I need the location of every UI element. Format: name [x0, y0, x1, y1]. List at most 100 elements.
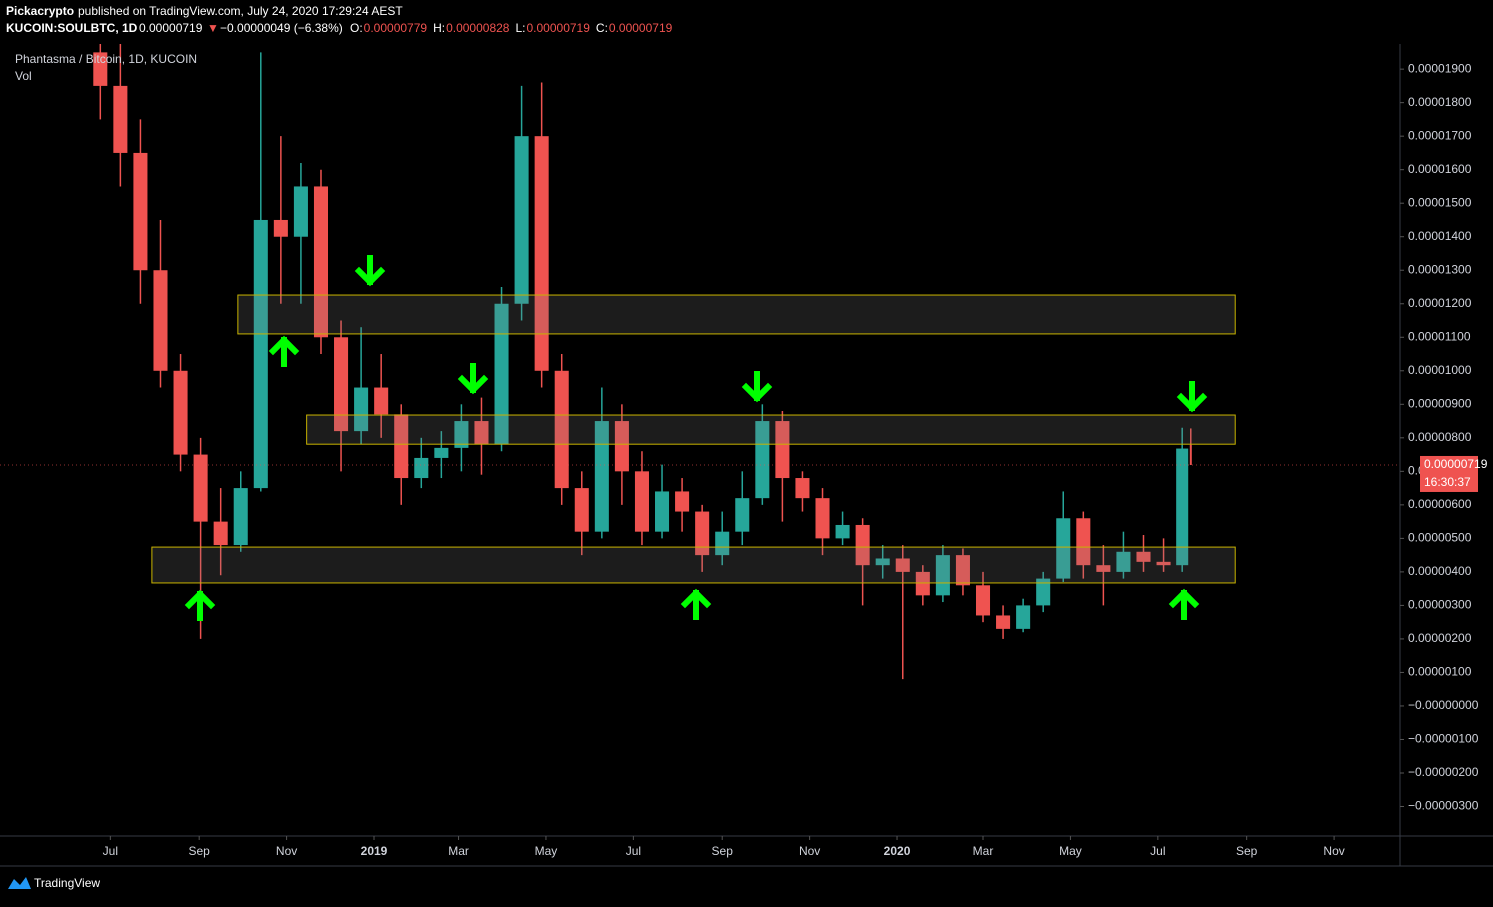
candle-body [935, 555, 950, 596]
candle-body [955, 555, 970, 586]
ohlc-value: 0.00000828 [446, 21, 510, 35]
candle-body [574, 488, 589, 532]
candle-body [414, 457, 429, 479]
y-tick-label: 0.00001600 [1408, 162, 1472, 176]
candle-body [494, 303, 509, 445]
candle-body [334, 337, 349, 432]
candle-body [614, 421, 629, 472]
x-tick-label: Mar [448, 844, 469, 858]
candle-body [855, 524, 870, 566]
x-tick-label: Nov [1323, 844, 1344, 858]
x-tick-label: Mar [973, 844, 994, 858]
symbol: KUCOIN:SOULBTC, 1D [6, 21, 138, 35]
y-tick-label: 0.00000900 [1408, 396, 1472, 410]
candle-body [594, 421, 609, 532]
candle-body [996, 615, 1011, 629]
candle-body [554, 370, 569, 489]
candle-body [313, 186, 329, 338]
price: 0.00000719 [139, 21, 203, 35]
chart-title: Phantasma / Bitcoin, 1D, KUCOIN [15, 52, 197, 66]
candle-body [875, 558, 890, 566]
candle-body [193, 454, 208, 522]
publisher: Pickacrypto [6, 4, 74, 18]
last-price: 0.00000719 [1424, 457, 1488, 471]
candle-body [1176, 448, 1189, 566]
ohlc-value: 0.00000719 [527, 21, 591, 35]
candle-body [795, 478, 810, 499]
y-tick-label: 0.00001400 [1408, 229, 1472, 243]
arrow-down [354, 255, 386, 287]
brand: TradingView [34, 876, 100, 890]
candle-body [394, 414, 409, 479]
y-tick-label: 0.00000400 [1408, 564, 1472, 578]
y-tick-label: 0.00001100 [1408, 329, 1471, 343]
candle-body [93, 52, 108, 86]
arrow-down [741, 371, 773, 403]
chart-subtitle: Vol [15, 69, 32, 83]
candle-body [1016, 605, 1031, 629]
candle-body [715, 531, 730, 556]
x-tick-label: Jul [626, 844, 641, 858]
ohlc-label: O: [350, 21, 363, 35]
arrow-up [184, 589, 216, 621]
candle-body [1096, 565, 1111, 572]
candle-body [1116, 551, 1131, 572]
candle-body [695, 511, 710, 556]
candle-body [113, 85, 128, 153]
y-tick-label: 0.00000100 [1408, 665, 1472, 679]
candle-body [1136, 551, 1151, 562]
candle-body [133, 152, 148, 271]
candle-body [975, 585, 991, 616]
published: published on TradingView.com, July 24, 2… [78, 4, 403, 18]
y-tick-label: 0.00001900 [1408, 61, 1472, 75]
y-tick-label: 0.00001000 [1408, 363, 1472, 377]
y-tick-label: −0.00000200 [1408, 765, 1479, 779]
candle-body [634, 471, 649, 532]
y-tick-label: −0.00000300 [1408, 799, 1479, 813]
y-tick-label: 0.00000800 [1408, 430, 1472, 444]
change: −0.00000049 (−6.38%) [220, 21, 343, 35]
plot [0, 44, 1400, 680]
candle-body [434, 447, 449, 458]
zone [151, 546, 1236, 584]
candle-body [374, 387, 389, 415]
candle-body [775, 421, 790, 479]
y-tick-label: −0.00000000 [1408, 698, 1479, 712]
candle-body [1156, 561, 1171, 566]
candle-body [1189, 444, 1192, 465]
y-tick-label: 0.00000300 [1408, 598, 1472, 612]
ohlc-label: H: [433, 21, 445, 35]
candle-body [675, 491, 690, 512]
candle-body [213, 521, 228, 546]
candle-body [474, 421, 489, 445]
candle-body [514, 136, 529, 304]
candle-body [1036, 578, 1051, 606]
zone [306, 414, 1236, 445]
logo [8, 877, 31, 889]
x-tick-label: Nov [799, 844, 820, 858]
candle-body [454, 421, 469, 448]
ohlc-label: L: [515, 21, 525, 35]
candle-body [735, 498, 750, 532]
ohlc-value: 0.00000719 [609, 21, 673, 35]
last-price-box [1420, 455, 1478, 492]
y-tick-label: 0.00001500 [1408, 195, 1472, 209]
arrow-up [680, 588, 712, 620]
x-tick-label: Sep [712, 844, 734, 858]
zone [237, 294, 1236, 335]
candle-body [534, 136, 549, 371]
y-tick-label: 0.00001300 [1408, 262, 1472, 276]
y-tick-label: 0.00000200 [1408, 631, 1472, 645]
candle-body [233, 488, 248, 546]
y-tick-label: 0.00001800 [1408, 95, 1472, 109]
x-tick-label: Jul [103, 844, 118, 858]
candle-body [755, 421, 770, 499]
countdown: 16:30:37 [1424, 475, 1471, 489]
candle-body [1076, 518, 1091, 566]
candle-body [153, 270, 168, 371]
candle-body [173, 370, 188, 455]
x-tick-label: 2019 [361, 844, 388, 858]
y-tick-label: 0.00001700 [1408, 128, 1472, 142]
